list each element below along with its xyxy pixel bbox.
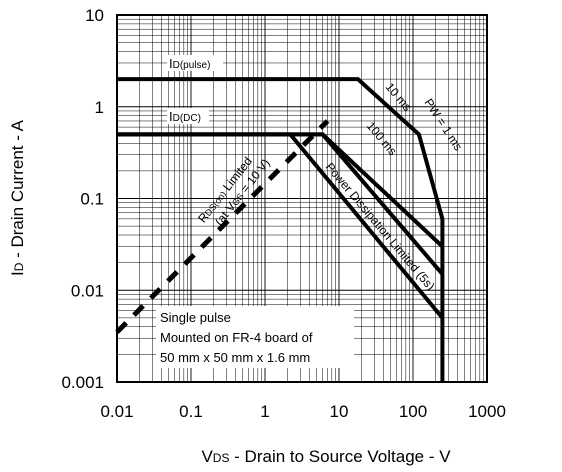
label-100ms: 100 ms [364,119,400,158]
y-tick-label: 10 [85,6,104,25]
x-tick-label: 10 [330,402,349,421]
x-tick-label: 100 [399,402,427,421]
x-tick-label: 1000 [468,402,506,421]
curves [115,77,445,382]
test-condition-note: Single pulse Mounted on FR-4 board of 50… [156,306,354,368]
y-tick-label: 0.01 [71,281,104,300]
series-line-5 [115,119,330,334]
y-tick-label: 0.001 [61,373,104,392]
y-tick-label: 1 [95,98,104,117]
x-tick-label: 0.1 [179,402,203,421]
x-tick-label: 0.01 [100,402,133,421]
y-tick-label: 0.1 [80,190,104,209]
svg-text:ID(DC): ID(DC) [169,109,201,124]
x-axis-label: VDS - Drain to Source Voltage - V [201,447,451,466]
label-pw-1ms: PW = 1 ms [421,96,465,153]
note-line-3: 50 mm x 50 mm x 1.6 mm [160,350,310,365]
note-line-2: Mounted on FR-4 board of [160,330,313,345]
annotation-id-dc: ID(DC) [167,108,209,124]
plot-frame [116,14,488,383]
note-line-1: Single pulse [160,310,231,325]
x-tick-label: 1 [260,402,269,421]
x-tick-labels: 0.01 0.1 1 10 100 1000 [100,402,505,421]
svg-text:ID(pulse): ID(pulse) [169,56,210,71]
series-line-4 [117,132,444,320]
y-axis-label: ID - Drain Current - A [8,119,27,276]
y-tick-labels: 0.001 0.01 0.1 1 10 [61,6,104,392]
annotation-id-pulse: ID(pulse) [167,55,223,71]
